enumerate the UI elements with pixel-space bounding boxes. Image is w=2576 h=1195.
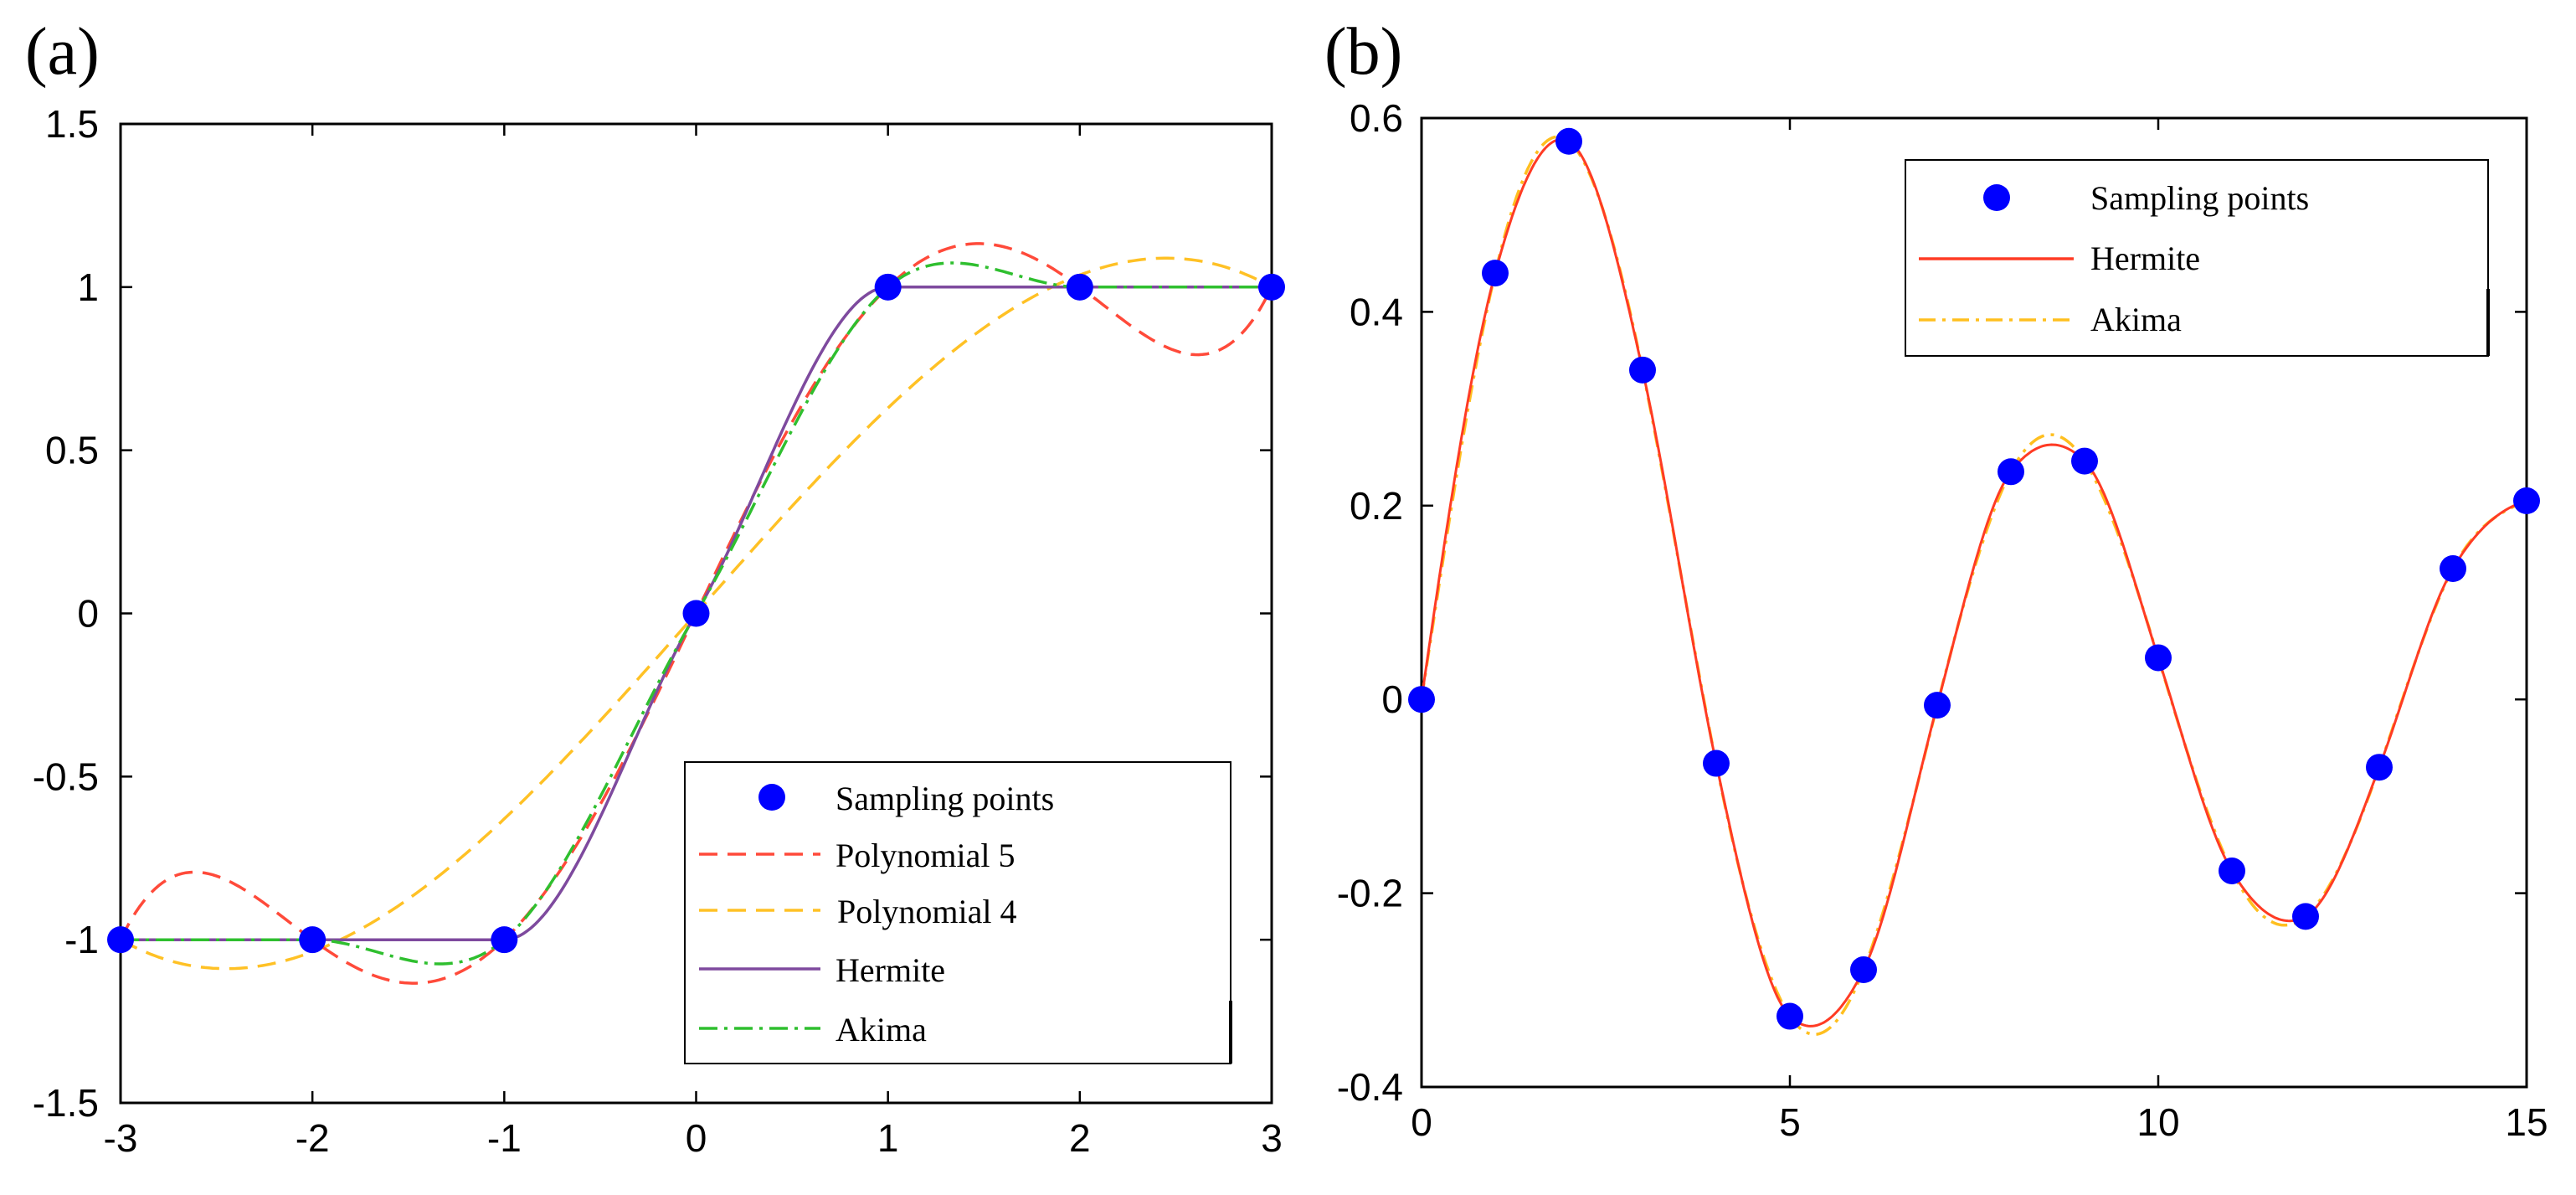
sampling-point <box>1924 692 1951 719</box>
sampling-point <box>1703 749 1730 777</box>
series-hermite <box>1420 137 2527 1028</box>
panel-b-label: (b) <box>1324 15 1402 89</box>
b-xtick-label: 5 <box>1779 1100 1801 1144</box>
a-xtick-label: 0 <box>686 1116 707 1160</box>
b-xtick-label: 10 <box>2136 1100 2179 1144</box>
sampling-point <box>299 926 326 954</box>
b-ytick-label: 0 <box>1381 677 1403 721</box>
legend-b-label-sampling: Sampling points <box>2090 179 2309 217</box>
sampling-point <box>1258 273 1285 301</box>
sampling-point <box>1482 260 1509 287</box>
a-xtick-label: 3 <box>1261 1116 1283 1160</box>
a-xtick-label: -1 <box>487 1116 522 1160</box>
sampling-point <box>1776 1002 1803 1030</box>
b-ytick-label: 0.4 <box>1350 290 1403 333</box>
sampling-point <box>2145 644 2172 672</box>
b-ytick-label: -0.4 <box>1337 1065 1403 1109</box>
sampling-point <box>2292 903 2319 930</box>
sampling-point <box>1066 273 1093 301</box>
a-xtick-label: 2 <box>1069 1116 1091 1160</box>
legend-a-label-poly5: Polynomial 5 <box>836 837 1015 874</box>
a-ytick-label: 1.5 <box>45 102 99 146</box>
panel-a: (a) -3 -2 -1 0 1 2 3 -1.5 -1 -0.5 0 0.5 1 1.5 Samplin… <box>25 15 1285 1160</box>
a-xtick-label: -3 <box>104 1116 138 1160</box>
legend-a-label-sampling: Sampling points <box>836 780 1054 817</box>
legend-a-label-hermite: Hermite <box>836 951 945 989</box>
a-xtick-label: 1 <box>877 1116 899 1160</box>
sampling-point <box>491 926 518 954</box>
sampling-point <box>1998 458 2024 486</box>
a-ytick-label: 0 <box>77 592 99 636</box>
legend-a-label-poly4: Polynomial 4 <box>837 893 1016 930</box>
sampling-point <box>874 273 902 301</box>
sampling-point <box>2513 487 2540 515</box>
a-ytick-label: -1 <box>64 918 99 961</box>
b-ytick-label: 0.6 <box>1350 96 1403 140</box>
sampling-point <box>107 926 134 954</box>
legend-b-marker-sampling <box>1983 184 2010 211</box>
sampling-point <box>2219 857 2245 884</box>
a-ytick-label: -1.5 <box>33 1081 99 1125</box>
sampling-point <box>1629 356 1656 384</box>
sampling-point <box>682 600 710 627</box>
panel-a-legend: Sampling points Polynomial 5 Polynomial … <box>684 761 1232 1064</box>
b-xtick-label: 15 <box>2505 1100 2548 1144</box>
sampling-point <box>1850 956 1877 984</box>
a-ytick-label: 1 <box>77 265 99 309</box>
legend-a-marker-sampling <box>758 784 785 811</box>
panel-a-legend-box <box>684 761 1231 1064</box>
legend-a-label-akima: Akima <box>836 1011 927 1048</box>
b-ytick-label: -0.2 <box>1337 872 1403 915</box>
sampling-point <box>2440 555 2466 583</box>
panel-b-axes-box <box>1420 116 2528 1089</box>
a-xtick-label: -2 <box>296 1116 330 1160</box>
sampling-point <box>2071 447 2098 475</box>
legend-b-label-akima: Akima <box>2090 301 2182 338</box>
a-ytick-label: -0.5 <box>33 755 99 798</box>
sampling-point <box>1408 686 1435 713</box>
panel-a-label: (a) <box>25 15 100 89</box>
panel-b: (b) 0 5 10 15 -0.4 -0.2 0 0.2 0.4 0.6 Sampling po… <box>1324 15 2548 1144</box>
sampling-point <box>2366 754 2393 781</box>
panel-b-legend: Sampling points Hermite Akima <box>1905 159 2490 357</box>
a-ytick-label: 0.5 <box>45 429 99 472</box>
sampling-point <box>1555 127 1582 155</box>
legend-b-label-hermite: Hermite <box>2090 240 2200 277</box>
b-ytick-label: 0.2 <box>1350 484 1403 528</box>
b-xtick-label: 0 <box>1411 1100 1432 1144</box>
